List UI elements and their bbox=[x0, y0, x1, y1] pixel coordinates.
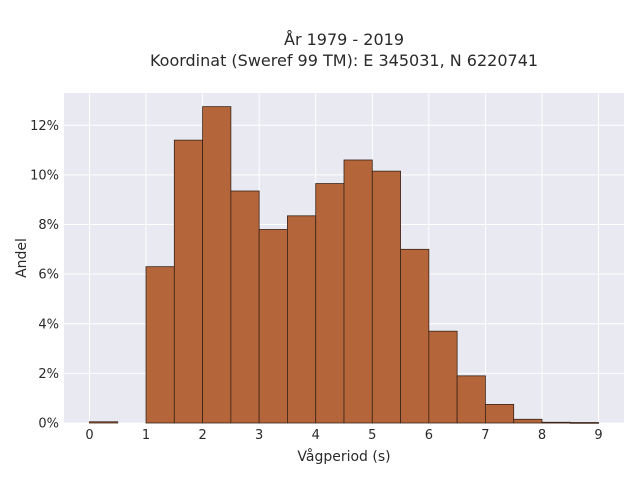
x-tick-label: 2 bbox=[198, 428, 206, 443]
histogram-bar bbox=[230, 190, 260, 424]
y-tick-label: 10% bbox=[30, 168, 59, 183]
y-tick-labels: 0% 2% 4% 6% 8% 10% 12% bbox=[30, 119, 59, 432]
y-axis-label: Andel bbox=[14, 238, 30, 278]
y-tick-label: 8% bbox=[38, 218, 59, 233]
bars bbox=[89, 106, 599, 424]
histogram-bar bbox=[569, 422, 599, 424]
histogram-bar bbox=[145, 266, 175, 424]
chart-title-line-2: Koordinat (Sweref 99 TM): E 345031, N 62… bbox=[150, 51, 538, 70]
histogram-bar bbox=[456, 375, 486, 424]
y-tick-label: 12% bbox=[30, 119, 59, 134]
y-tick-label: 4% bbox=[38, 317, 59, 332]
histogram-bar bbox=[287, 215, 317, 424]
histogram-bar bbox=[89, 421, 119, 424]
histogram-bar bbox=[173, 139, 203, 424]
histogram-bar bbox=[485, 403, 515, 424]
x-tick-label: 6 bbox=[425, 428, 433, 443]
chart-title-line-1: År 1979 - 2019 bbox=[284, 30, 404, 49]
histogram-bar bbox=[428, 330, 458, 424]
x-tick-label: 4 bbox=[312, 428, 320, 443]
histogram-bar bbox=[343, 159, 373, 424]
histogram-bar bbox=[315, 183, 345, 424]
x-tick-label: 8 bbox=[538, 428, 546, 443]
histogram-bar bbox=[400, 248, 430, 424]
x-axis-label: Vågperiod (s) bbox=[297, 448, 390, 465]
x-tick-label: 3 bbox=[255, 428, 263, 443]
histogram-bar bbox=[541, 421, 571, 424]
x-tick-label: 0 bbox=[85, 428, 93, 443]
x-tick-label: 5 bbox=[368, 428, 376, 443]
histogram-bar bbox=[513, 418, 543, 424]
histogram-bar bbox=[202, 106, 232, 424]
y-tick-label: 2% bbox=[38, 367, 59, 382]
y-tick-label: 6% bbox=[38, 268, 59, 283]
x-tick-label: 1 bbox=[142, 428, 150, 443]
histogram-bar bbox=[371, 170, 401, 424]
x-tick-label: 7 bbox=[481, 428, 489, 443]
histogram-bar bbox=[258, 229, 288, 424]
y-tick-label: 0% bbox=[38, 417, 59, 432]
x-tick-label: 9 bbox=[594, 428, 602, 443]
x-tick-labels: 0 1 2 3 4 5 6 7 8 9 bbox=[85, 428, 602, 443]
